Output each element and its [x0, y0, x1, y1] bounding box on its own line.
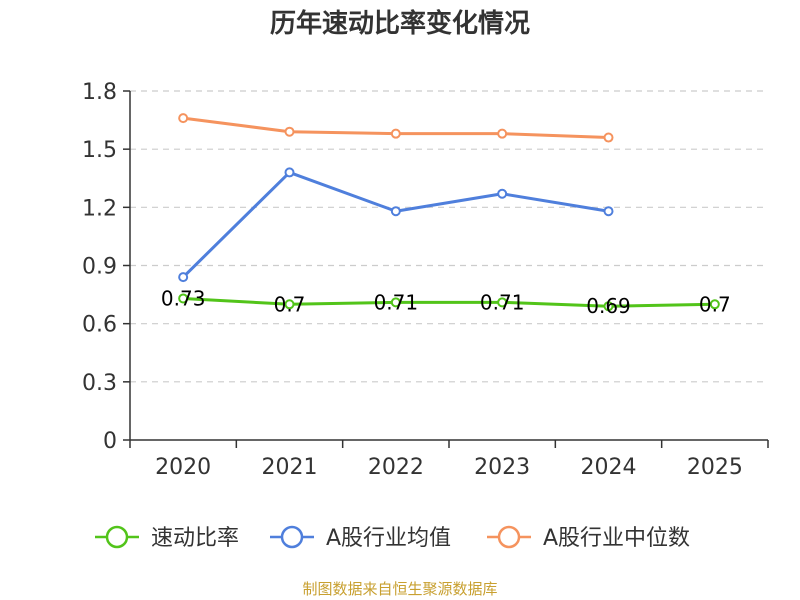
y-tick-label: 0 [103, 429, 117, 454]
data-point [603, 301, 614, 312]
axes: 0 0.3 0.6 0.9 1.2 1.5 1.8 2020 2021 2022 2023 2024 2… [82, 80, 769, 480]
legend-label: 速动比率 [151, 526, 239, 551]
series-line [183, 296, 715, 308]
data-point [603, 132, 614, 143]
data-point [284, 167, 295, 178]
y-tick-label: 1.8 [82, 80, 117, 105]
data-labels: 0.73 0.7 0.71 0.71 0.69 0.7 [161, 286, 731, 318]
data-point [390, 297, 401, 308]
source-note: 制图数据来自恒生聚源数据库 [302, 580, 497, 598]
data-point [497, 188, 508, 199]
series-line [182, 170, 609, 279]
data-point [709, 299, 720, 310]
data-point [603, 206, 614, 217]
data-point [178, 272, 189, 283]
x-tick-label: 2024 [581, 455, 637, 480]
x-tick-label: 2025 [687, 455, 743, 480]
data-point [178, 293, 189, 304]
y-tick-label: 0.3 [82, 371, 117, 396]
legend-marker [280, 525, 304, 549]
grid-lines [130, 90, 768, 383]
data-label: 0.69 [586, 294, 631, 318]
x-tick-label: 2022 [368, 455, 424, 480]
legend-label: A股行业中位数 [543, 526, 690, 551]
x-tick-label: 2020 [155, 455, 211, 480]
data-point [178, 113, 189, 124]
legend-marker [105, 525, 129, 549]
series-layer [178, 113, 720, 312]
legend-marker [497, 525, 521, 549]
legend-label: A股行业均值 [326, 526, 451, 551]
x-tick-label: 2021 [262, 455, 318, 480]
data-label: 0.71 [480, 290, 525, 314]
data-point [284, 299, 295, 310]
y-tick-label: 0.6 [82, 313, 117, 338]
x-tick-label: 2023 [474, 455, 530, 480]
data-point [497, 128, 508, 139]
data-point [390, 206, 401, 217]
data-label: 0.71 [374, 290, 419, 314]
data-label: 0.7 [274, 292, 306, 316]
y-tick-label: 1.2 [82, 196, 117, 221]
y-tick-label: 0.9 [82, 255, 117, 280]
data-point [390, 128, 401, 139]
data-label: 0.73 [161, 286, 206, 310]
y-tick-label: 1.5 [82, 138, 117, 163]
legend: 速动比率 A股行业均值 A股行业中位数 [95, 525, 690, 551]
chart-title: 历年速动比率变化情况 [270, 8, 530, 39]
data-point [284, 126, 295, 137]
data-label: 0.7 [699, 292, 731, 316]
data-point [497, 297, 508, 308]
